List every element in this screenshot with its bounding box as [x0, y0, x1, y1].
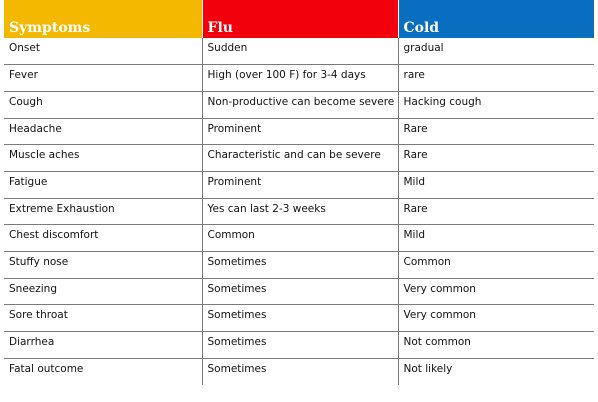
- cold-cell: rare: [398, 64, 594, 92]
- table-row: Muscle aches Characteristic and can be s…: [4, 144, 594, 172]
- table-row: Sore throat Sometimes Very common: [4, 304, 594, 333]
- table-row: Fatigue Prominent Mild: [4, 171, 594, 199]
- flu-cell: Non-productive can become severe: [202, 91, 399, 119]
- symptom-cell: Onset: [4, 38, 203, 66]
- cold-cell: Hacking cough: [398, 91, 594, 119]
- symptom-cell: Diarrhea: [4, 331, 203, 359]
- flu-cell: High (over 100 F) for 3-4 days: [202, 64, 399, 92]
- flu-cell: Yes can last 2-3 weeks: [202, 198, 399, 226]
- symptom-cell: Fatigue: [4, 171, 203, 199]
- symptom-comparison-table: Symptoms Flu Cold Onset Sudden gradual F…: [4, 0, 594, 385]
- flu-column-header: Flu: [202, 0, 399, 38]
- table-row: Diarrhea Sometimes Not common: [4, 331, 594, 359]
- cold-cell: Very common: [398, 278, 594, 306]
- cold-cell: Rare: [398, 118, 594, 146]
- flu-cell: Prominent: [202, 171, 399, 199]
- table-row: Fever High (over 100 F) for 3-4 days rar…: [4, 64, 594, 92]
- table-row: Chest discomfort Common Mild: [4, 224, 594, 252]
- table-row: Onset Sudden gradual: [4, 38, 594, 66]
- cold-column-header: Cold: [398, 0, 594, 38]
- symptom-cell: Headache: [4, 118, 203, 146]
- cold-cell: Not likely: [403, 362, 453, 375]
- symptom-cell: Sore throat: [4, 304, 203, 333]
- flu-cell: Characteristic and can be severe: [202, 144, 399, 172]
- symptom-comparison-table-container: Symptoms Flu Cold Onset Sudden gradual F…: [4, 0, 594, 385]
- table-row: Stuffy nose Sometimes Common: [4, 251, 594, 279]
- cold-cell: Common: [398, 251, 594, 279]
- cold-cell: Very common: [398, 304, 594, 333]
- cold-cell: Not common: [398, 331, 594, 359]
- cold-cell: Mild: [398, 171, 594, 199]
- flu-cell: Sometimes: [202, 331, 399, 359]
- table-row: Fatal outcome Sometimes Not likely: [4, 358, 594, 385]
- symptom-cell: Chest discomfort: [4, 224, 203, 252]
- cold-cell: Mild: [398, 224, 594, 252]
- flu-cell: Sometimes: [202, 304, 399, 333]
- table-row: Cough Non-productive can become severe H…: [4, 91, 594, 119]
- cold-cell: Rare: [398, 144, 594, 172]
- symptom-cell: Sneezing: [4, 278, 203, 306]
- cold-cell: Rare: [398, 198, 594, 226]
- symptom-cell: Cough: [4, 91, 203, 119]
- cold-cell: gradual: [398, 38, 594, 66]
- flu-cell: Common: [202, 224, 399, 252]
- table-row: Headache Prominent Rare: [4, 118, 594, 146]
- flu-cell: Sometimes: [202, 358, 399, 385]
- flu-cell: Sometimes: [202, 278, 399, 306]
- symptom-cell: Muscle aches: [4, 144, 203, 172]
- table-row: Extreme Exhaustion Yes can last 2-3 week…: [4, 198, 594, 226]
- table-header-row: Symptoms Flu Cold: [4, 0, 594, 38]
- symptom-cell: Fatal outcome: [4, 358, 203, 385]
- symptom-cell: Fever: [4, 64, 203, 92]
- flu-cell: Sometimes: [202, 251, 399, 279]
- flu-cell: Sudden: [202, 38, 399, 66]
- symptom-cell: Stuffy nose: [4, 251, 203, 279]
- symptom-cell: Extreme Exhaustion: [4, 198, 203, 226]
- table-row: Sneezing Sometimes Very common: [4, 278, 594, 306]
- flu-cell: Prominent: [202, 118, 399, 146]
- symptoms-column-header: Symptoms: [4, 0, 203, 38]
